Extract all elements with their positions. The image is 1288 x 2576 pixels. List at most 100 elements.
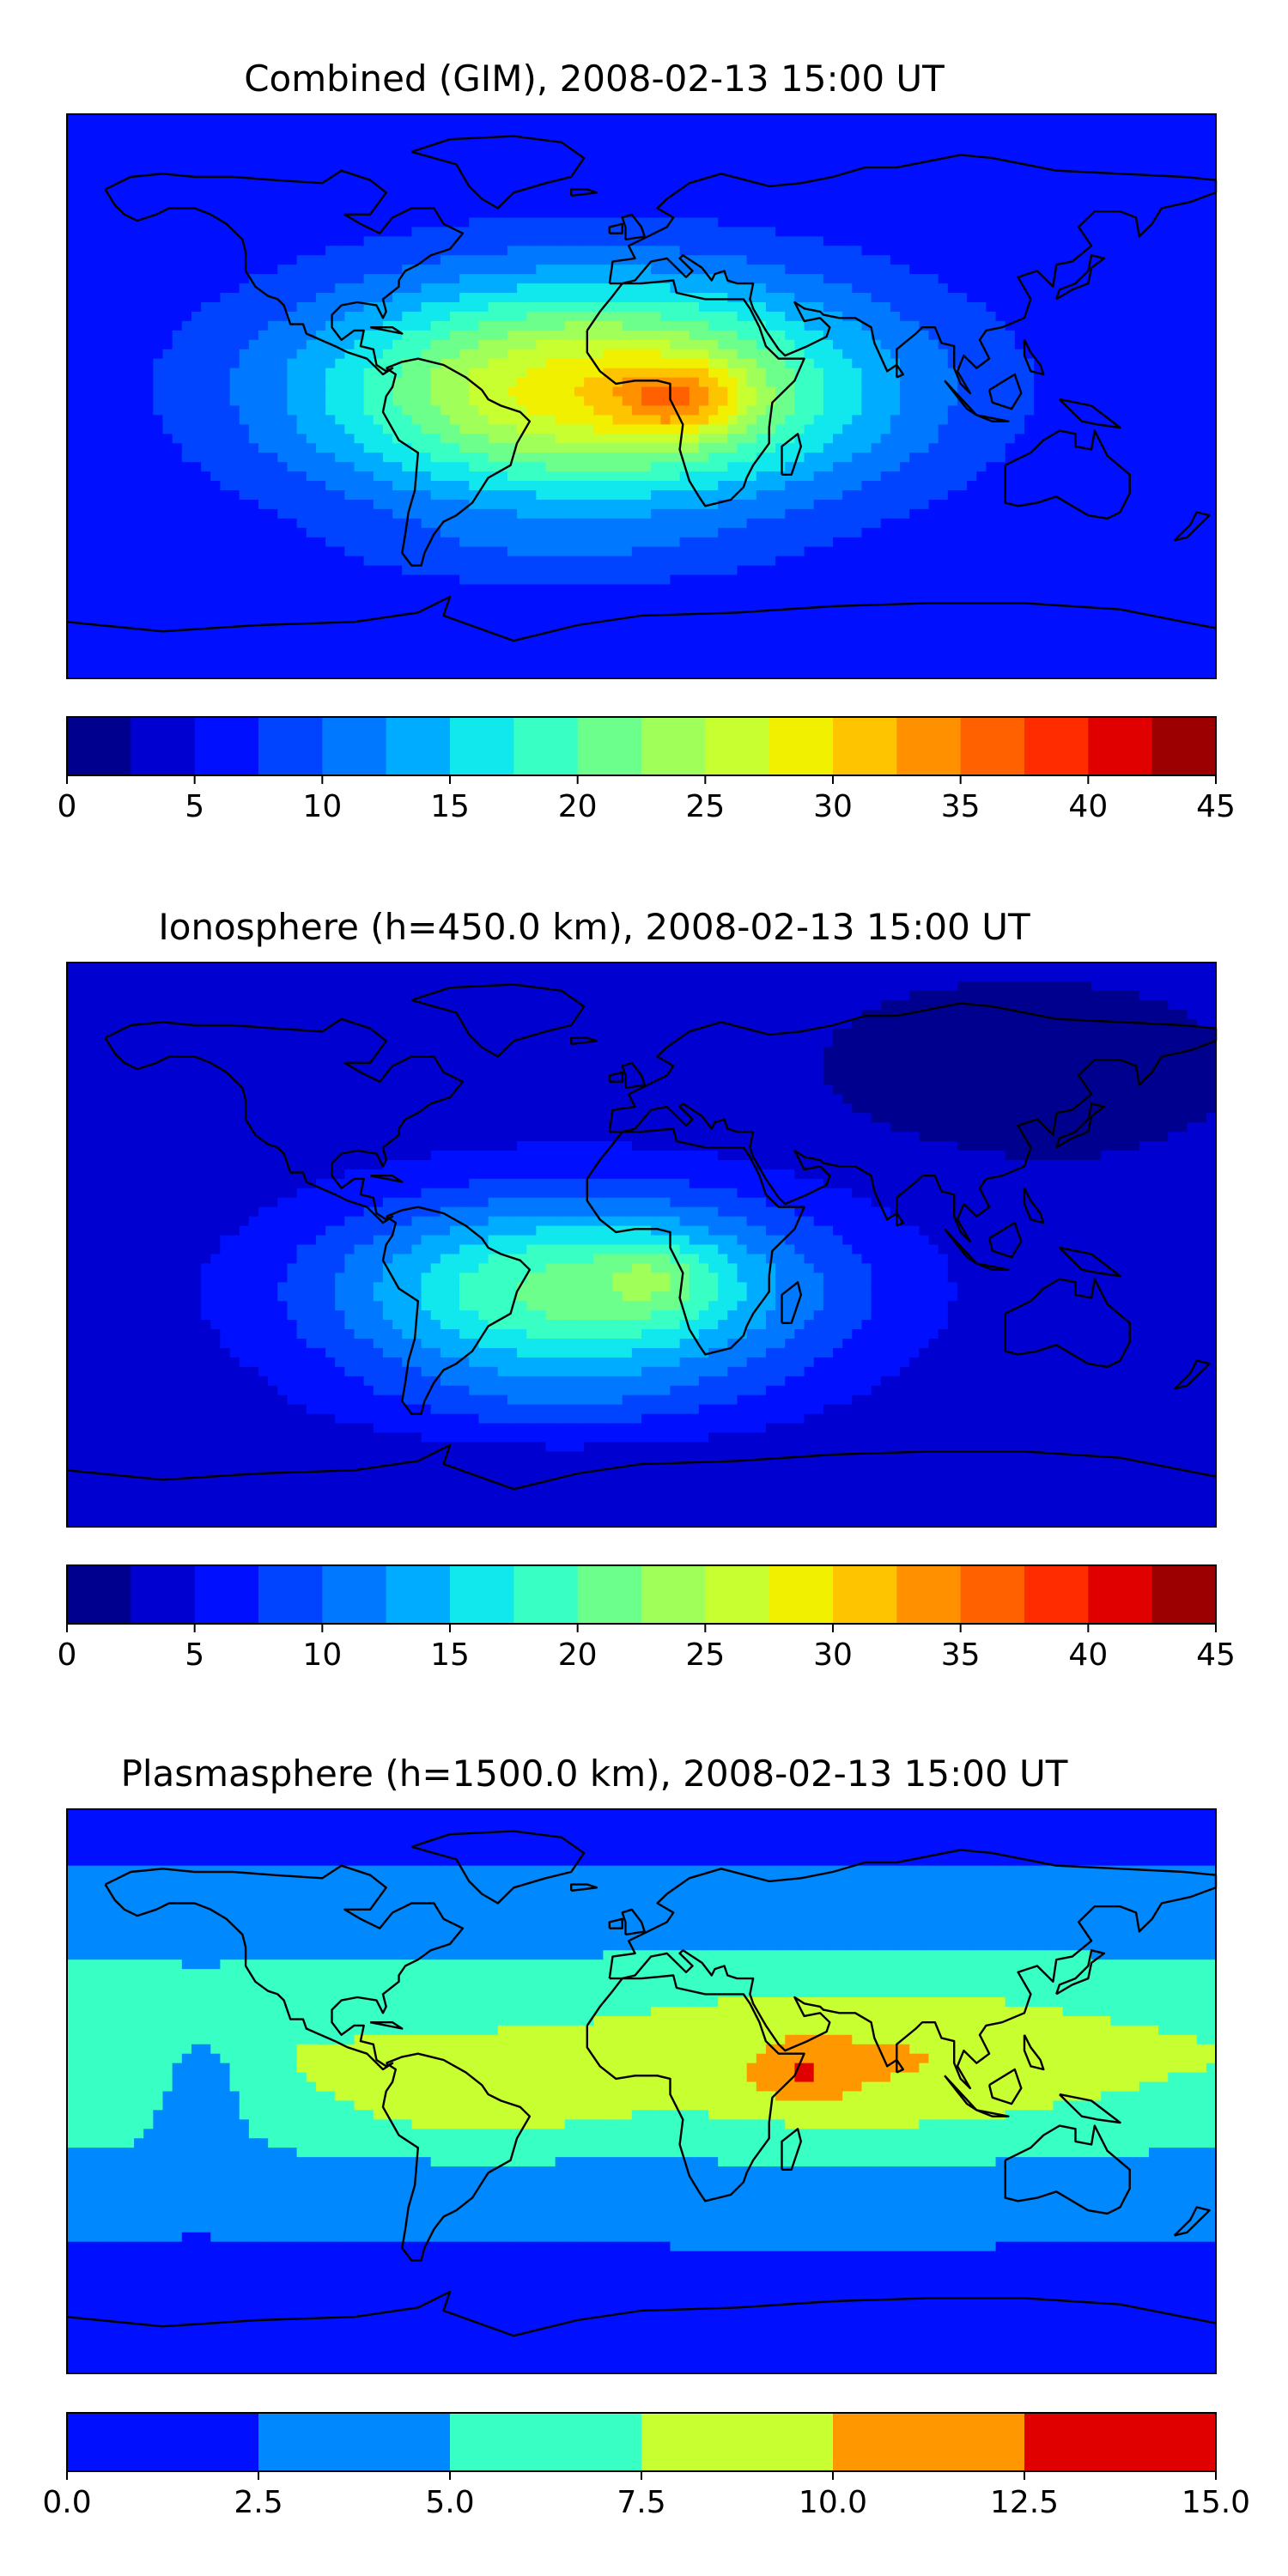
field-cell [1043, 274, 1054, 284]
field-cell [976, 293, 987, 303]
field-cell [229, 123, 240, 134]
field-cell [421, 453, 432, 463]
field-cell [191, 349, 202, 360]
field-cell [382, 114, 393, 125]
field-cell [775, 311, 786, 322]
field-cell [1053, 443, 1064, 453]
field-cell [363, 123, 374, 134]
field-cell [804, 293, 815, 303]
field-cell [1177, 471, 1188, 482]
field-cell [363, 453, 374, 463]
field-cell [938, 386, 949, 398]
field-cell [268, 405, 278, 416]
field-cell [172, 481, 183, 491]
field-cell [124, 161, 135, 172]
field-cell [1101, 434, 1111, 444]
field-cell [411, 443, 422, 453]
field-cell [201, 264, 211, 275]
field-cell [1129, 453, 1140, 463]
field-cell [852, 264, 863, 275]
field-cell [181, 217, 192, 228]
field-cell [823, 396, 834, 407]
field-cell [1187, 161, 1198, 172]
field-cell [507, 208, 518, 219]
field-cell [698, 396, 709, 407]
field-cell [143, 339, 154, 350]
field-cell [813, 349, 824, 360]
field-cell [536, 415, 547, 425]
field-cell [794, 302, 805, 313]
field-cell [1014, 236, 1025, 246]
field-cell [794, 170, 805, 181]
field-cell [335, 142, 345, 153]
field-cell [411, 368, 422, 379]
field-cell [1081, 434, 1092, 444]
field-cell [1187, 490, 1198, 501]
field-cell [210, 443, 221, 453]
field-cell [124, 123, 135, 134]
field-cell [603, 246, 614, 256]
field-cell [153, 274, 164, 284]
field-cell [900, 123, 910, 134]
field-cell [1158, 377, 1169, 388]
field-cell [794, 368, 805, 379]
field-cell [315, 302, 326, 313]
field-cell [679, 189, 690, 200]
field-cell [497, 471, 508, 482]
field-cell [545, 453, 556, 463]
field-cell [315, 443, 326, 453]
field-cell [430, 443, 441, 453]
field-cell [248, 142, 259, 153]
field-cell [890, 283, 901, 294]
field-cell [871, 377, 882, 388]
field-cell [679, 123, 690, 134]
field-cell [737, 339, 748, 350]
field-cell [1062, 132, 1073, 143]
field-cell [660, 283, 671, 294]
field-cell [1053, 453, 1064, 463]
field-cell [134, 198, 144, 210]
field-cell [526, 415, 537, 425]
field-cell [1024, 490, 1035, 501]
field-cell [785, 377, 795, 388]
field-cell [239, 274, 250, 284]
field-cell [689, 358, 700, 369]
field-cell [421, 462, 432, 472]
field-cell [248, 499, 259, 510]
field-cell [928, 471, 939, 482]
field-cell [459, 170, 470, 181]
field-cell [938, 217, 949, 228]
field-cell [382, 142, 393, 153]
field-cell [756, 481, 767, 491]
field-cell [421, 368, 432, 379]
field-cell [957, 246, 968, 256]
field-cell [153, 453, 164, 463]
field-cell [1139, 189, 1150, 200]
field-cell [584, 132, 594, 143]
field-cell [1177, 189, 1188, 200]
field-cell [1072, 274, 1083, 284]
field-cell [497, 114, 508, 125]
field-cell [919, 386, 930, 398]
field-cell [488, 236, 499, 246]
field-cell [239, 227, 250, 237]
field-cell [947, 132, 958, 143]
field-cell [641, 198, 652, 210]
field-cell [258, 349, 269, 360]
field-cell [1053, 179, 1064, 191]
field-cell [612, 462, 623, 472]
field-cell [229, 453, 240, 463]
field-cell [718, 217, 728, 228]
field-cell [746, 208, 757, 219]
field-cell [564, 227, 575, 237]
field-cell [689, 368, 700, 379]
field-cell [967, 386, 977, 398]
field-cell [95, 311, 106, 322]
field-cell [497, 405, 508, 416]
field-cell [641, 217, 652, 228]
field-cell [1196, 386, 1207, 398]
field-cell [354, 302, 365, 313]
field-cell [325, 293, 336, 303]
field-cell [813, 339, 824, 350]
field-cell [1062, 462, 1073, 472]
